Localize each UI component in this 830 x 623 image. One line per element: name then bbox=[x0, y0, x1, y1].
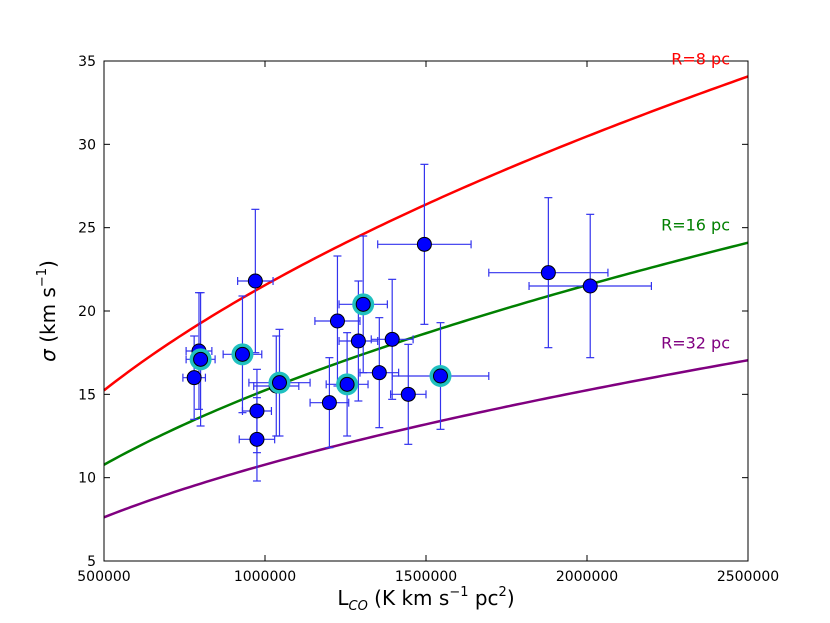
data-point-9 bbox=[271, 375, 287, 391]
x-tick-label: 500000 bbox=[77, 569, 130, 585]
x-tick-label: 1000000 bbox=[234, 569, 296, 585]
y-axis-ticks: 5 10 15 20 25 30 35 bbox=[78, 54, 748, 570]
y-tick-label: 20 bbox=[78, 304, 96, 320]
data-point-1 bbox=[186, 370, 202, 386]
data-point-10 bbox=[321, 395, 337, 411]
curve-label-1: R=8 pc bbox=[671, 49, 730, 68]
data-point-20 bbox=[540, 265, 556, 281]
y-tick-label: 5 bbox=[87, 554, 96, 570]
data-point-3 bbox=[193, 351, 209, 367]
data-point-15 bbox=[371, 365, 387, 381]
x-tick-label: 2000000 bbox=[556, 569, 618, 585]
y-tick-label: 25 bbox=[78, 221, 96, 237]
curve-2 bbox=[103, 241, 749, 466]
data-point-13 bbox=[350, 333, 366, 349]
curve-label-3: R=32 pc bbox=[661, 333, 730, 352]
data-point-17 bbox=[400, 386, 416, 402]
data-point-21 bbox=[582, 278, 598, 294]
y-tick-label: 30 bbox=[78, 137, 96, 153]
curve-label-2: R=16 pc bbox=[661, 216, 730, 235]
model-curves bbox=[103, 75, 749, 519]
data-point-18 bbox=[416, 236, 432, 252]
data-point-5 bbox=[247, 273, 263, 289]
data-point-11 bbox=[329, 313, 345, 329]
data-point-4 bbox=[234, 346, 250, 362]
curve-3 bbox=[103, 359, 749, 519]
data-point-12 bbox=[339, 376, 355, 392]
y-tick-label: 35 bbox=[78, 54, 96, 70]
curve-1 bbox=[103, 75, 749, 392]
x-axis-ticks: 500000 1000000 1500000 2000000 2500000 bbox=[77, 61, 779, 585]
y-tick-label: 15 bbox=[78, 387, 96, 403]
data-markers bbox=[186, 236, 598, 447]
curve-labels: R=8 pc R=16 pc R=32 pc bbox=[661, 49, 730, 352]
data-point-19 bbox=[432, 368, 448, 384]
data-point-14 bbox=[355, 296, 371, 312]
data-point-16 bbox=[384, 331, 400, 347]
x-tick-label: 2500000 bbox=[717, 569, 779, 585]
data-point-6 bbox=[249, 403, 265, 419]
y-axis-label: σ (km s−1) bbox=[35, 260, 60, 362]
y-tick-label: 10 bbox=[78, 471, 96, 487]
x-tick-label: 1500000 bbox=[395, 569, 457, 585]
data-point-7 bbox=[249, 431, 265, 447]
x-axis-label: LCO (K km s−1 pc2) bbox=[337, 585, 514, 614]
